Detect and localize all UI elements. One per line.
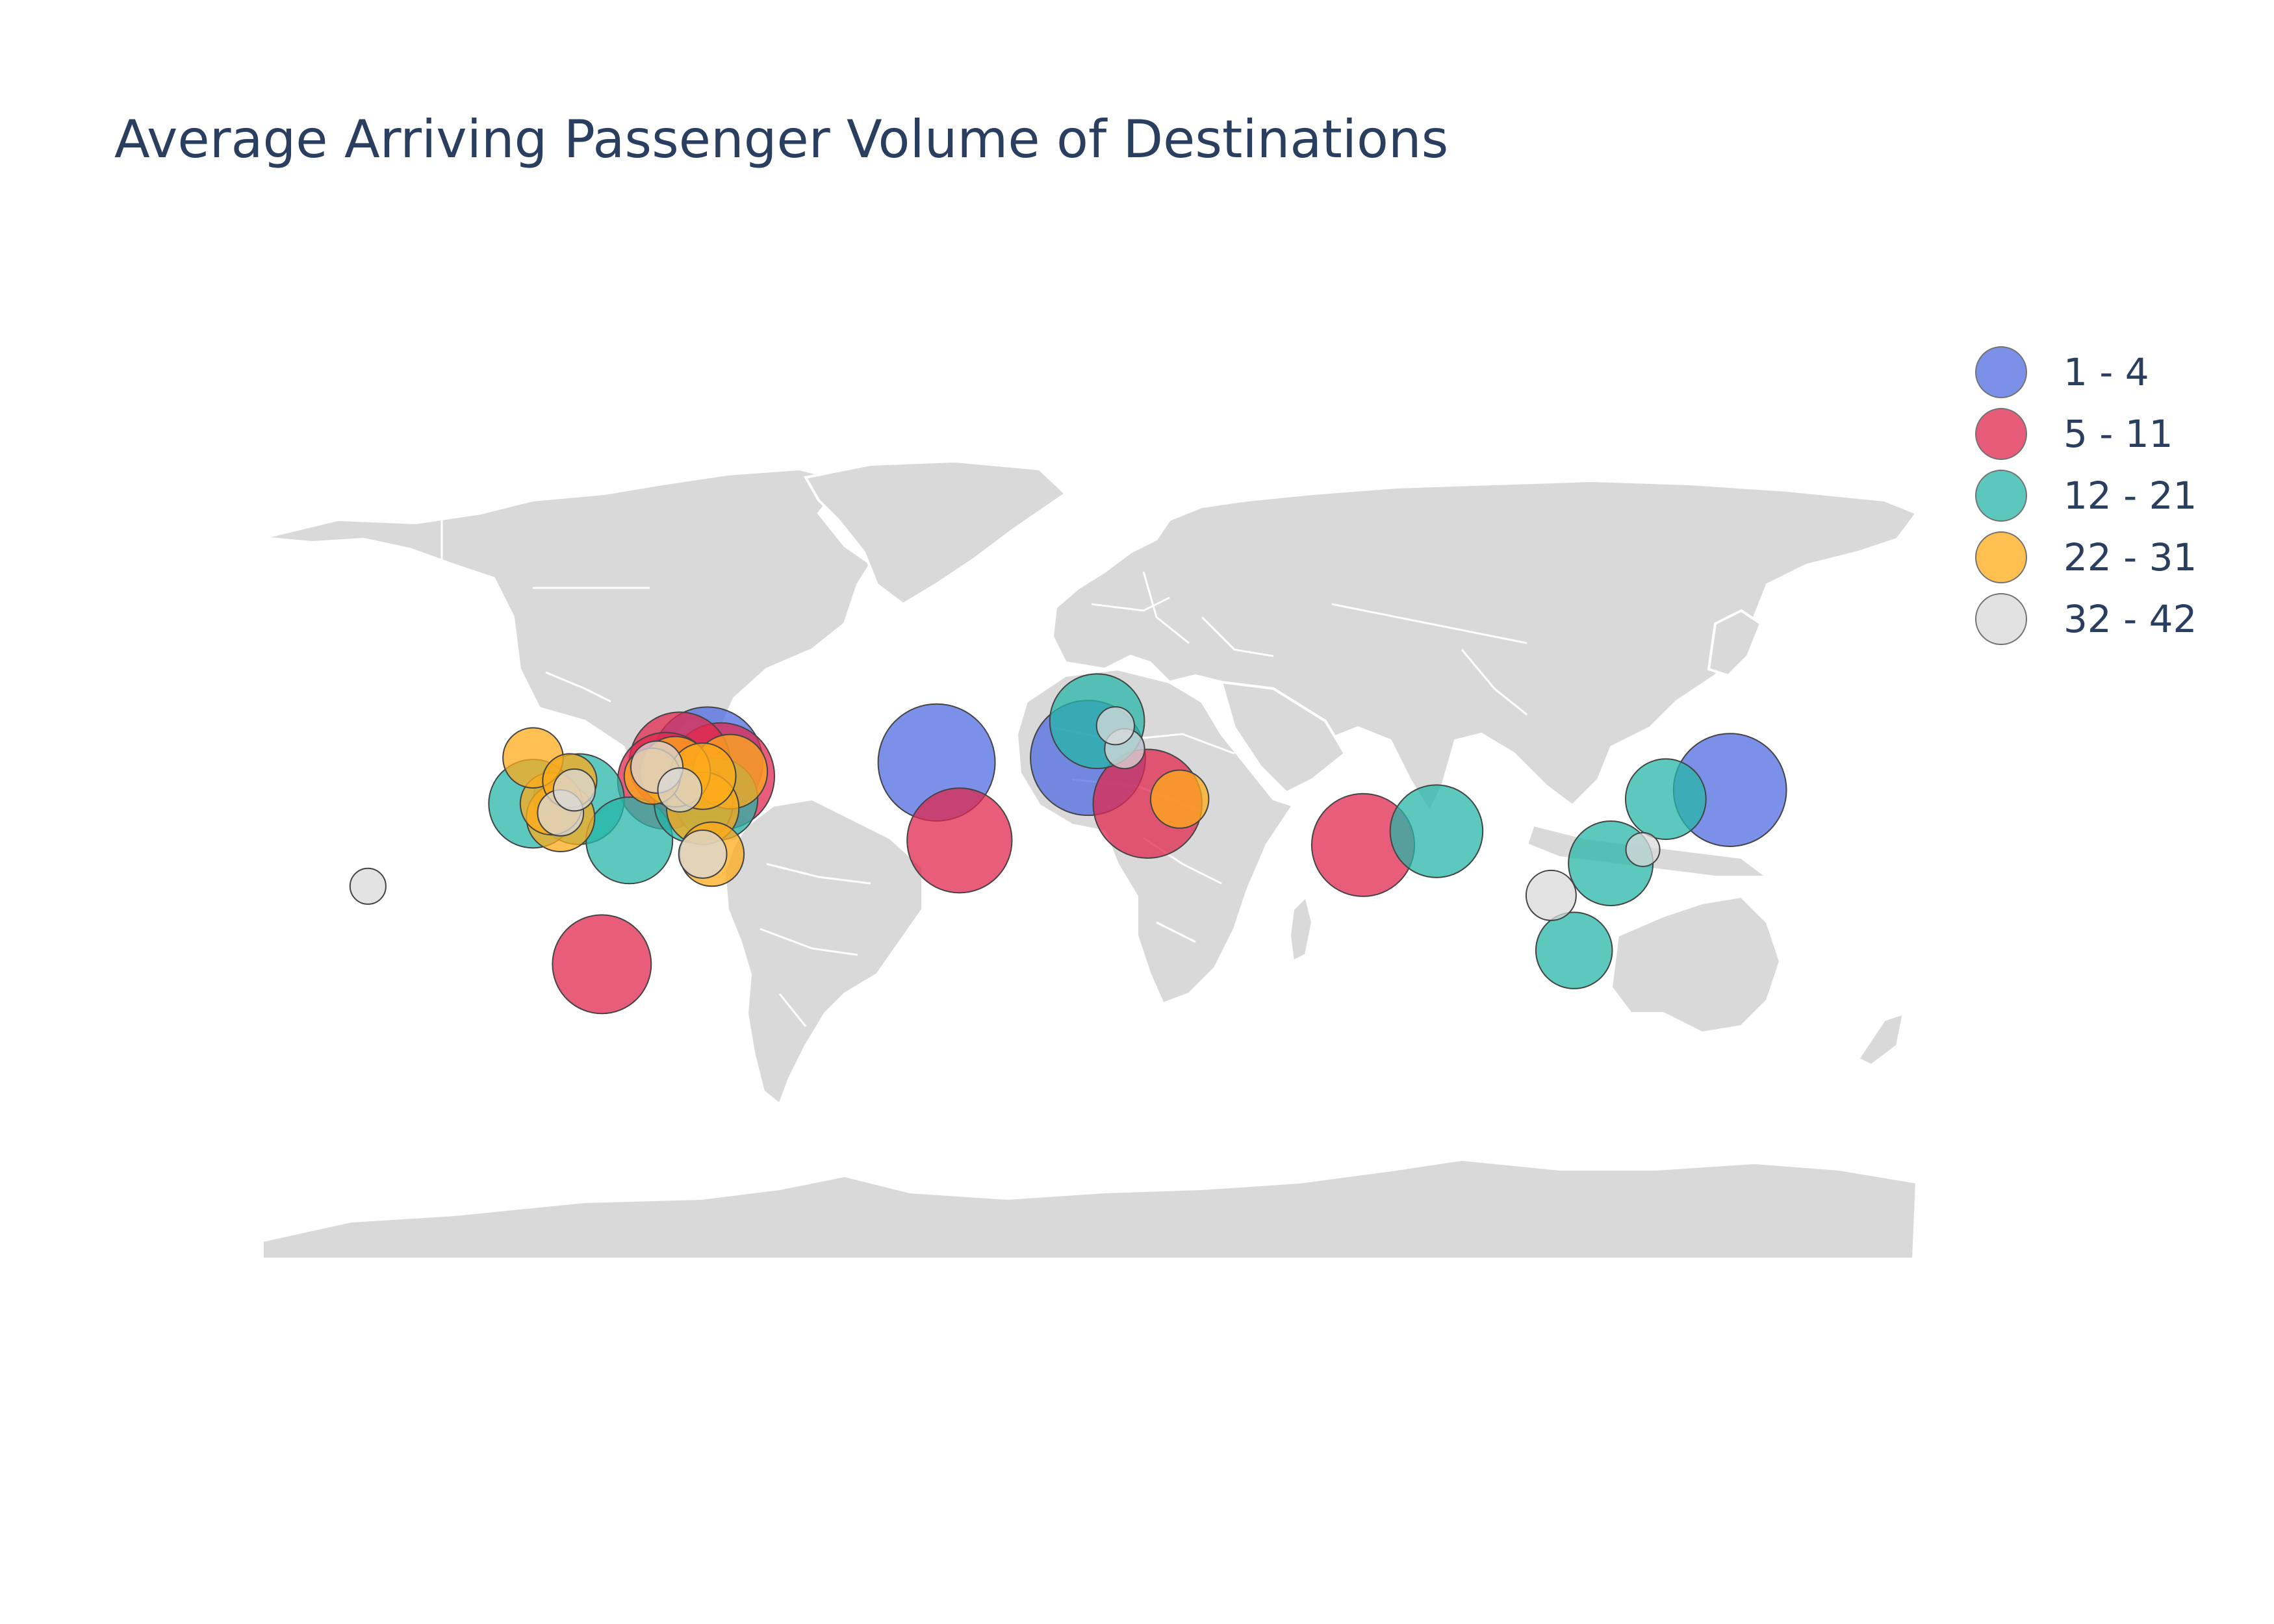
map-marker-rank-7[interactable] bbox=[906, 787, 1013, 894]
legend-label: 22 - 31 bbox=[2063, 535, 2197, 579]
legend-label: 32 - 42 bbox=[2063, 596, 2197, 641]
map-marker-rank-34[interactable] bbox=[1525, 869, 1577, 921]
legend-swatch bbox=[1975, 469, 2027, 522]
antarctica-landmass bbox=[261, 1158, 1919, 1260]
map-marker-rank-19[interactable] bbox=[1624, 758, 1707, 841]
markers-layer bbox=[349, 673, 1787, 1015]
legend-swatch bbox=[1975, 346, 2027, 398]
new-zealand-landmass bbox=[1856, 1011, 1906, 1067]
greenland-landmass bbox=[803, 459, 1068, 606]
chart-title: Average Arriving Passenger Volume of Des… bbox=[114, 109, 1449, 170]
map-marker-rank-21[interactable] bbox=[1535, 911, 1613, 989]
country-borders bbox=[441, 520, 1527, 1027]
legend-item[interactable]: 5 - 11 bbox=[1975, 403, 2197, 464]
legend-swatch bbox=[1975, 531, 2027, 583]
legend-swatch bbox=[1975, 592, 2027, 645]
legend-label: 5 - 11 bbox=[2063, 411, 2173, 456]
legend-swatch bbox=[1975, 407, 2027, 460]
japan-landmass bbox=[1707, 609, 1763, 678]
map-marker-rank-41[interactable] bbox=[349, 867, 387, 905]
south-america-landmass bbox=[722, 797, 924, 1107]
legend-item[interactable]: 12 - 21 bbox=[1975, 464, 2197, 526]
legend-item[interactable]: 32 - 42 bbox=[1975, 588, 2197, 650]
legend-item[interactable]: 22 - 31 bbox=[1975, 526, 2197, 588]
madagascar-landmass bbox=[1288, 894, 1314, 964]
arabia-landmass bbox=[1220, 680, 1347, 794]
map-marker-rank-37[interactable] bbox=[657, 767, 703, 813]
map-marker-rank-30[interactable] bbox=[1149, 769, 1210, 829]
map-marker-rank-13[interactable] bbox=[1389, 784, 1484, 878]
australia-landmass bbox=[1609, 894, 1782, 1035]
legend-label: 1 - 4 bbox=[2063, 349, 2149, 394]
map-marker-rank-10[interactable] bbox=[552, 914, 652, 1015]
legend-label: 12 - 21 bbox=[2063, 473, 2197, 518]
legend[interactable]: 1 - 4 5 - 11 12 - 21 22 - 31 32 - 42 bbox=[1975, 341, 2197, 650]
legend-item[interactable]: 1 - 4 bbox=[1975, 341, 2197, 403]
land-layer bbox=[261, 459, 1919, 1260]
map-marker-rank-38[interactable] bbox=[552, 768, 596, 812]
map-marker-rank-35[interactable] bbox=[678, 829, 728, 879]
map-marker-rank-40[interactable] bbox=[1095, 706, 1135, 746]
map-marker-rank-42[interactable] bbox=[1625, 831, 1661, 867]
